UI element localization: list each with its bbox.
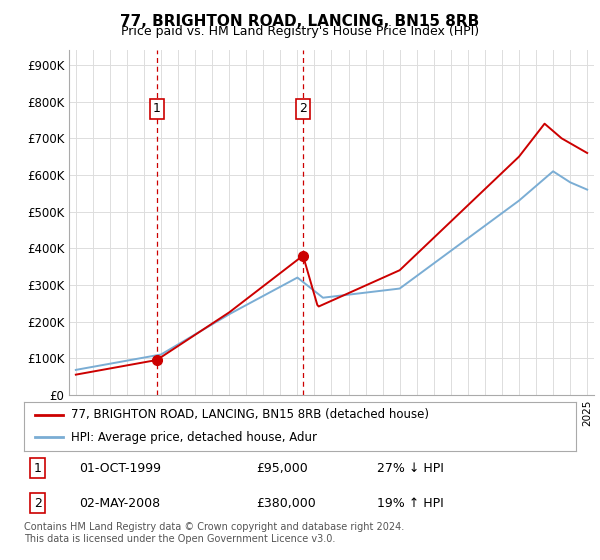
Text: 2: 2 (299, 102, 307, 115)
Text: 1: 1 (153, 102, 161, 115)
Text: 2: 2 (34, 497, 42, 510)
Text: 1: 1 (34, 462, 42, 475)
Text: 19% ↑ HPI: 19% ↑ HPI (377, 497, 444, 510)
Text: 02-MAY-2008: 02-MAY-2008 (79, 497, 160, 510)
Text: 77, BRIGHTON ROAD, LANCING, BN15 8RB: 77, BRIGHTON ROAD, LANCING, BN15 8RB (121, 14, 479, 29)
Text: Price paid vs. HM Land Registry's House Price Index (HPI): Price paid vs. HM Land Registry's House … (121, 25, 479, 39)
Text: 77, BRIGHTON ROAD, LANCING, BN15 8RB (detached house): 77, BRIGHTON ROAD, LANCING, BN15 8RB (de… (71, 408, 429, 421)
Text: 01-OCT-1999: 01-OCT-1999 (79, 462, 161, 475)
Text: 27% ↓ HPI: 27% ↓ HPI (377, 462, 444, 475)
Text: HPI: Average price, detached house, Adur: HPI: Average price, detached house, Adur (71, 431, 317, 444)
Text: £380,000: £380,000 (256, 497, 316, 510)
Text: £95,000: £95,000 (256, 462, 308, 475)
Text: Contains HM Land Registry data © Crown copyright and database right 2024.
This d: Contains HM Land Registry data © Crown c… (24, 522, 404, 544)
